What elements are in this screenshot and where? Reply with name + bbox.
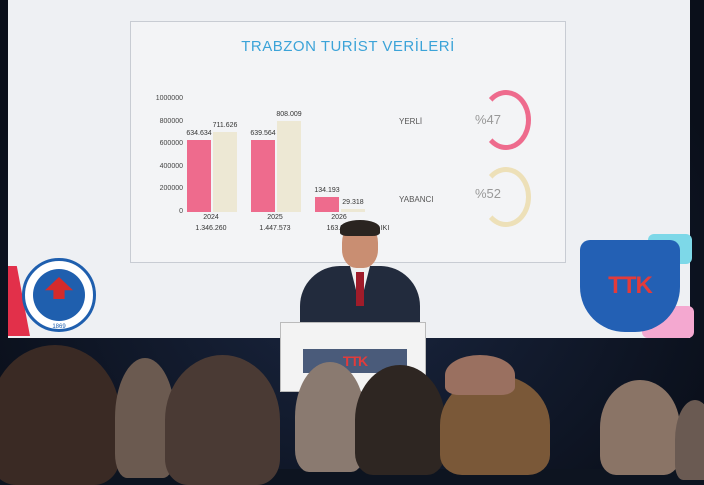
- bar-series-1: [315, 196, 339, 212]
- municipality-logo: 1869: [22, 258, 96, 332]
- category-label: 2024: [203, 214, 219, 221]
- y-tick-label: 200000: [159, 185, 183, 193]
- donut-yerli: [481, 90, 531, 150]
- bar-value-label: 134.193: [314, 186, 340, 194]
- bar-series-1: [251, 139, 275, 212]
- legend-yabanci: YABANCI: [399, 195, 434, 204]
- y-tick-label: 0: [179, 208, 183, 215]
- bar-value-label: 711.626: [212, 121, 238, 129]
- bar-series-1: [187, 140, 211, 212]
- bar-value-label: 634.634: [186, 130, 212, 138]
- category-label: 2025: [267, 214, 283, 221]
- chart-panel: TRABZON TURİST VERİLERİ 1000000 800000 600…: [130, 21, 566, 263]
- bar-value-label: 29.318: [342, 198, 364, 206]
- y-tick-label: 800000: [159, 117, 183, 125]
- category-label: 2026: [331, 214, 347, 221]
- y-tick-label: 1000000: [155, 95, 183, 102]
- projection-screen: TRABZON TURİST VERİLERİ 1000000 800000 600…: [8, 0, 694, 338]
- legend-yerli: YERLİ: [399, 117, 423, 126]
- bar-series-2: [341, 208, 365, 212]
- podium-logo: TTK: [342, 353, 368, 369]
- percent-yerli: %47: [475, 112, 502, 127]
- bar-value-label: 808.009: [276, 110, 302, 118]
- category-total: 1.346.260: [195, 225, 227, 232]
- bar-series-2: [277, 120, 301, 212]
- bar-value-label: 639.564: [250, 129, 276, 137]
- ttk-logo: TTK: [580, 240, 680, 332]
- y-tick-label: 400000: [159, 162, 183, 170]
- category-total: 163.511: [326, 225, 352, 232]
- chart-title: TRABZON TURİST VERİLERİ: [241, 38, 455, 55]
- category-total: 1.447.573: [259, 225, 291, 232]
- partial-label: IKI: [380, 225, 390, 232]
- percent-yabanci: %52: [475, 186, 502, 201]
- donut-yabanci: [481, 167, 531, 227]
- y-tick-label: 600000: [159, 140, 183, 148]
- bar-series-2: [213, 131, 237, 212]
